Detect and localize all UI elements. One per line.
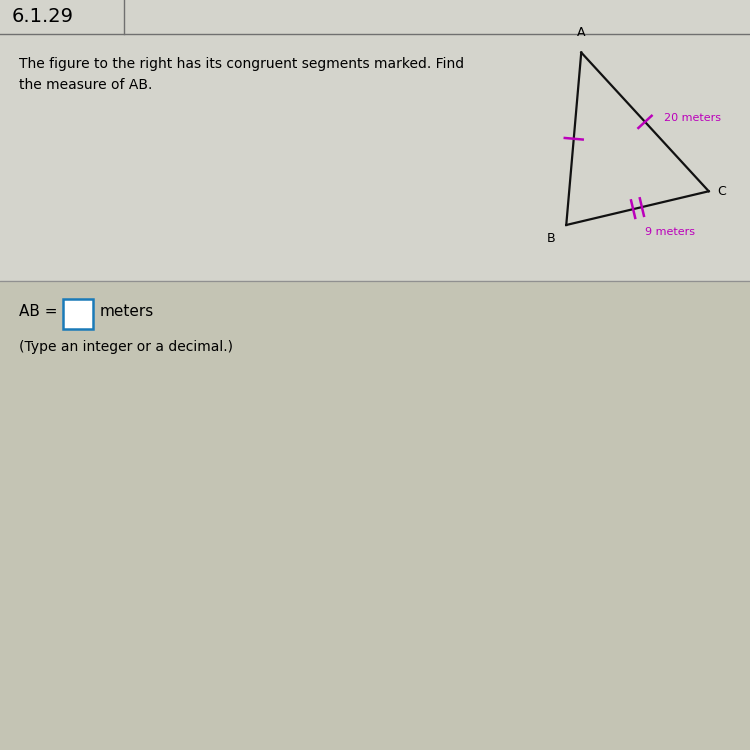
Text: AB =: AB = [19, 304, 62, 319]
Bar [0, 0, 750, 281]
Text: 20 meters: 20 meters [664, 113, 721, 123]
Bar [0, 281, 750, 750]
Text: 9 meters: 9 meters [645, 227, 695, 237]
Text: meters: meters [100, 304, 154, 319]
Text: The figure to the right has its congruent segments marked. Find: The figure to the right has its congruen… [19, 57, 464, 70]
Text: C: C [718, 184, 727, 198]
Text: B: B [546, 232, 555, 245]
Text: A: A [577, 26, 586, 39]
Text: (Type an integer or a decimal.): (Type an integer or a decimal.) [19, 340, 232, 354]
FancyBboxPatch shape [63, 298, 93, 328]
Text: 6.1.29: 6.1.29 [11, 8, 74, 26]
Text: the measure of AB.: the measure of AB. [19, 78, 152, 92]
